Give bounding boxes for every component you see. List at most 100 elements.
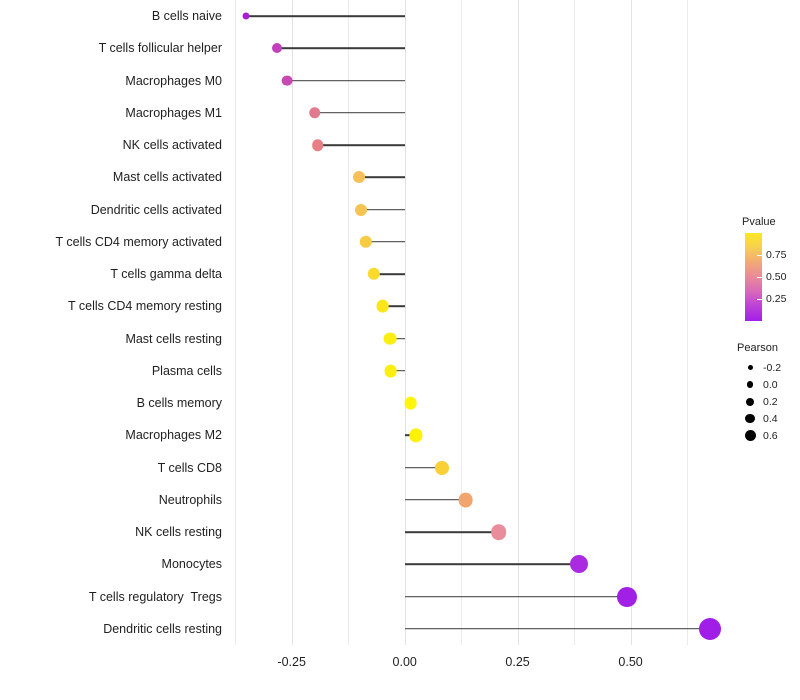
legend-size-swatch <box>737 397 763 406</box>
legend-size-dot <box>747 365 753 370</box>
lollipop-stem <box>389 337 405 340</box>
lollipop-stem <box>373 273 405 275</box>
data-point[interactable] <box>354 203 367 216</box>
legend-size-item: 0.2 <box>737 393 800 410</box>
y-axis-tick-label: NK cells resting <box>135 524 222 539</box>
y-axis-tick-label: Neutrophils <box>158 492 222 507</box>
y-axis-tick-label: B cells naive <box>151 8 222 23</box>
data-point[interactable] <box>383 332 397 345</box>
gridline-major <box>404 0 406 645</box>
data-point[interactable] <box>376 299 389 313</box>
y-axis-tick-label: Macrophages M1 <box>125 105 222 120</box>
y-axis-tick-label: Mast cells resting <box>125 331 222 346</box>
y-axis-tick-label: Mast cells activated <box>112 170 222 185</box>
legend-pvalue: Pvalue 0.75 0.50 0.25 <box>742 216 800 323</box>
legend-size-label: 0.0 <box>763 378 778 391</box>
legend-size-swatch <box>737 413 763 424</box>
data-point[interactable] <box>569 555 588 574</box>
lollipop-stem <box>404 563 579 566</box>
gridline-minor <box>461 0 463 645</box>
legend-size-dot <box>746 397 754 406</box>
data-point[interactable] <box>458 492 474 508</box>
plot-panel <box>233 0 730 645</box>
legend-pvalue-title: Pvalue <box>742 216 776 228</box>
data-point[interactable] <box>698 617 721 640</box>
legend-size-swatch <box>737 430 763 441</box>
y-axis-tick-label: NK cells activated <box>122 137 222 152</box>
data-point[interactable] <box>367 267 380 281</box>
data-point[interactable] <box>616 586 637 607</box>
legend-size-item: 0.4 <box>737 410 800 427</box>
colorbar-tick-label: 0.50 <box>766 271 787 283</box>
y-axis-tick-label: T cells regulatory Tregs <box>88 589 222 604</box>
gridline-minor <box>235 0 237 645</box>
lollipop-stem <box>358 176 405 179</box>
lollipop-stem <box>382 305 405 308</box>
data-point[interactable] <box>281 75 293 86</box>
gridline-major <box>630 0 632 645</box>
y-axis-tick-label: T cells CD4 memory activated <box>55 234 223 249</box>
gridline-minor <box>574 0 576 645</box>
legend-size-label: 0.2 <box>763 395 778 408</box>
y-axis-tick-label: T cells gamma delta <box>110 266 222 281</box>
y-axis-tick-label: Macrophages M2 <box>125 428 222 443</box>
lollipop-stem <box>404 531 499 533</box>
legend-pearson-items: -0.2 0.0 0.2 0.4 0.6 <box>737 359 800 444</box>
legend-size-swatch <box>737 365 763 370</box>
gridline-major <box>517 0 519 645</box>
legend-size-label: 0.4 <box>763 412 778 425</box>
data-point[interactable] <box>359 235 372 249</box>
lollipop-stem <box>404 595 627 598</box>
y-axis-tick-label: T cells follicular helper <box>98 41 222 56</box>
gridline-minor <box>687 0 689 645</box>
legend-size-item: 0.0 <box>737 376 800 393</box>
data-point[interactable] <box>384 364 398 378</box>
data-point[interactable] <box>352 171 365 184</box>
lollipop-stem <box>404 628 710 630</box>
x-axis-tick-label: 0.50 <box>618 655 643 669</box>
colorbar-tick <box>757 255 763 256</box>
legend-size-swatch <box>737 381 763 388</box>
colorbar-tick-label: 0.75 <box>766 249 787 261</box>
y-axis-tick-label: Dendritic cells activated <box>90 202 222 217</box>
lollipop-stem <box>245 15 405 17</box>
colorbar-tick <box>757 299 763 300</box>
legend-size-dot <box>745 413 755 424</box>
lollipop-stem <box>360 208 405 211</box>
gridline-major <box>291 0 293 645</box>
gridline-minor <box>348 0 350 645</box>
legend-pvalue-colorbar-wrap: 0.75 0.50 0.25 <box>742 233 800 323</box>
data-point[interactable] <box>408 428 423 442</box>
lollipop-stem <box>404 499 466 501</box>
data-point[interactable] <box>404 396 417 410</box>
y-axis-tick-label: Dendritic cells resting <box>103 621 222 636</box>
legend-size-label: 0.6 <box>763 429 778 442</box>
legend-pearson: Pearson -0.2 0.0 0.2 0.4 0.6 <box>737 342 800 444</box>
data-point[interactable] <box>309 107 321 119</box>
x-axis-tick-label: -0.25 <box>277 655 306 669</box>
legend-size-item: -0.2 <box>737 359 800 376</box>
y-axis-tick-label: Plasma cells <box>151 363 222 378</box>
data-point[interactable] <box>242 12 250 20</box>
colorbar-tick-label: 0.25 <box>766 293 787 305</box>
legend-pearson-title: Pearson <box>737 342 778 354</box>
x-axis-tick-label: 0.25 <box>505 655 530 669</box>
data-point[interactable] <box>434 460 449 475</box>
lollipop-stem <box>404 466 442 469</box>
y-axis-tick-label: T cells CD4 memory resting <box>68 299 222 314</box>
lollipop-stem <box>365 241 405 243</box>
data-point[interactable] <box>312 139 324 151</box>
legend-size-item: 0.6 <box>737 427 800 444</box>
lollipop-stem <box>390 370 405 372</box>
lollipop-stem <box>286 79 405 82</box>
colorbar-tick <box>757 277 763 278</box>
data-point[interactable] <box>490 524 507 540</box>
legend-size-dot <box>746 381 754 388</box>
lollipop-stem <box>276 47 405 50</box>
y-axis-tick-label: Macrophages M0 <box>125 73 222 88</box>
lollipop-stem <box>317 144 405 146</box>
legend-size-label: -0.2 <box>763 361 782 374</box>
data-point[interactable] <box>271 43 282 54</box>
y-axis-tick-label: Monocytes <box>161 557 222 572</box>
